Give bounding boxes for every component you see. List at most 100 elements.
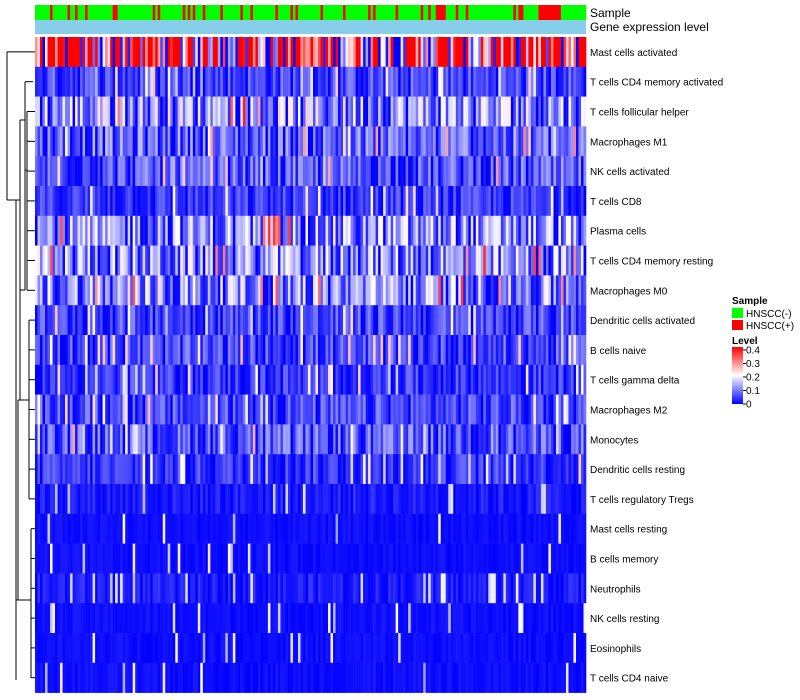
heatmap-cell	[550, 394, 554, 425]
heatmap-cell	[370, 394, 374, 425]
heatmap-cell	[448, 603, 452, 634]
heatmap-cell	[260, 543, 264, 574]
heatmap-cell	[137, 662, 141, 693]
heatmap-cell	[62, 96, 66, 127]
heatmap-cell	[67, 275, 71, 306]
heatmap-cell	[403, 573, 406, 604]
heatmap-cell	[583, 573, 587, 604]
heatmap-cell	[125, 245, 128, 276]
sample-cell	[500, 5, 504, 20]
heatmap-cell	[573, 454, 577, 485]
sample-cell	[390, 5, 394, 20]
heatmap-cell	[230, 215, 234, 246]
heatmap-cell	[75, 633, 78, 664]
heatmap-cell	[433, 633, 437, 664]
heatmap-cell	[378, 543, 381, 574]
heatmap-cell	[200, 573, 204, 604]
heatmap-cell	[555, 215, 559, 246]
heatmap-cell	[252, 603, 256, 634]
heatmap-cell	[313, 275, 316, 306]
heatmap-cell	[423, 156, 427, 187]
heatmap-cell	[578, 633, 582, 664]
sample-cell	[535, 5, 539, 20]
heatmap-cell	[460, 364, 464, 395]
sample-cell	[267, 5, 271, 20]
sample-cell	[338, 5, 341, 20]
heatmap-cell	[110, 305, 113, 336]
heatmap-cell	[513, 484, 517, 515]
heatmap-cell	[220, 543, 224, 574]
heatmap-cell	[470, 126, 474, 157]
heatmap-cell	[207, 603, 211, 634]
heatmap-cell	[360, 96, 364, 127]
heatmap-cell	[545, 156, 549, 187]
heatmap-cell	[90, 573, 93, 604]
heatmap-cell	[110, 186, 113, 217]
heatmap-cell	[202, 66, 206, 97]
heatmap-cell	[555, 275, 559, 306]
heatmap-cell	[112, 484, 116, 515]
heatmap-cell	[92, 513, 96, 544]
heatmap-cell	[100, 543, 103, 574]
heatmap-cell	[197, 662, 201, 693]
heatmap-cell	[77, 305, 81, 336]
heatmap-cell	[475, 156, 479, 187]
heatmap-cell	[480, 454, 484, 485]
heatmap-cell	[520, 37, 524, 68]
heatmap-cell	[458, 364, 462, 395]
heatmap-cell	[62, 37, 66, 68]
heatmap-cell	[338, 513, 341, 544]
heatmap-cell	[155, 275, 159, 306]
heatmap-cell	[505, 424, 509, 455]
heatmap-cell	[100, 215, 103, 246]
heatmap-cell	[333, 96, 336, 127]
heatmap-cell	[433, 96, 437, 127]
heatmap-cell	[200, 364, 204, 395]
heatmap-cell	[130, 543, 133, 574]
heatmap-cell	[242, 573, 246, 604]
heatmap-cell	[285, 66, 289, 97]
heatmap-cell	[370, 66, 374, 97]
heatmap-cell	[90, 305, 93, 336]
heatmap-cell	[420, 454, 424, 485]
heatmap-cell	[515, 215, 519, 246]
heatmap-cell	[205, 186, 209, 217]
heatmap-cell	[550, 156, 554, 187]
heatmap-cell	[458, 37, 462, 68]
heatmap-cell	[155, 186, 159, 217]
heatmap-cell	[110, 394, 113, 425]
heatmap-cell	[345, 335, 349, 366]
heatmap-cell	[340, 573, 344, 604]
heatmap-cell	[117, 96, 121, 127]
heatmap-cell	[505, 66, 509, 97]
heatmap-cell	[257, 305, 261, 336]
heatmap-cell	[430, 364, 434, 395]
heatmap-cell	[52, 305, 56, 336]
heatmap-cell	[155, 662, 159, 693]
heatmap-cell	[60, 186, 63, 217]
heatmap-cell	[325, 275, 329, 306]
heatmap-cell	[490, 245, 494, 276]
heatmap-cell	[117, 484, 121, 515]
heatmap-cell	[132, 37, 136, 68]
heatmap-cell	[395, 335, 399, 366]
heatmap-cell	[225, 424, 229, 455]
heatmap-cell	[275, 633, 279, 664]
heatmap-cell	[142, 215, 146, 246]
heatmap-cell	[430, 513, 434, 544]
heatmap-cell	[110, 96, 113, 127]
heatmap-cell	[515, 454, 519, 485]
heatmap-cell	[87, 633, 91, 664]
heatmap-cell	[545, 96, 549, 127]
heatmap-cell	[80, 37, 83, 68]
heatmap-cell	[77, 364, 81, 395]
heatmap-cell	[553, 156, 557, 187]
heatmap-cell	[35, 126, 38, 157]
heatmap-cell	[398, 66, 401, 97]
heatmap-cell	[538, 513, 542, 544]
heatmap-cell	[568, 364, 572, 395]
heatmap-cell	[580, 126, 584, 157]
heatmap-cell	[523, 573, 527, 604]
heatmap-cell	[533, 513, 537, 544]
heatmap-cell	[107, 37, 111, 68]
